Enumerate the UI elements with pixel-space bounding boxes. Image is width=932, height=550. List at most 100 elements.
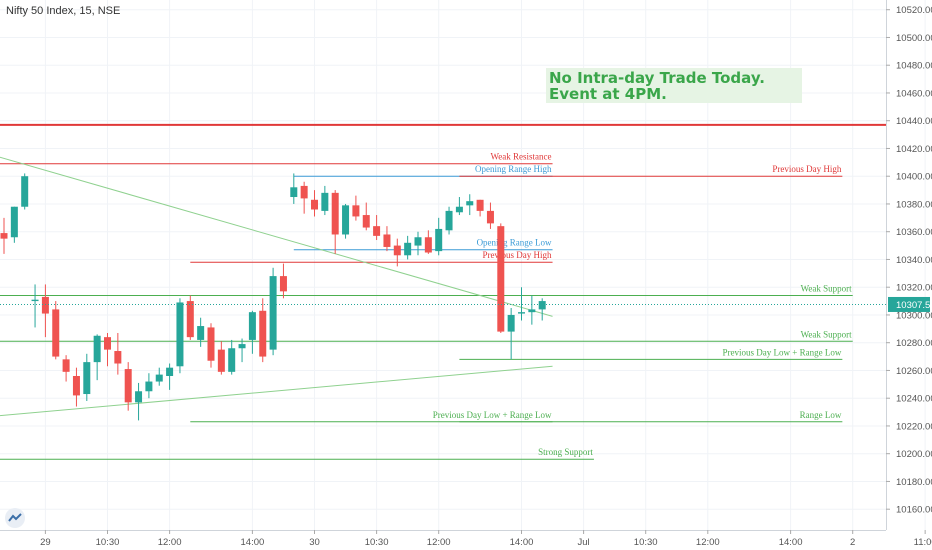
level-label: Previous Day High — [772, 164, 841, 174]
candle-body — [166, 367, 174, 376]
candle-body — [83, 362, 91, 395]
trend-line — [0, 365, 553, 417]
price-tick-label: 10480.00 — [896, 61, 932, 72]
time-tick-label: 30 — [309, 537, 320, 548]
candle-body — [538, 301, 546, 310]
candle-body — [155, 374, 163, 382]
candle-body — [455, 206, 463, 213]
candle-body — [476, 199, 484, 211]
price-tick-label: 10240.00 — [896, 394, 932, 405]
note-annotation: No Intra-day Trade Today. Event at 4PM. — [546, 68, 802, 103]
candle-body — [435, 228, 443, 252]
candle-body — [72, 375, 80, 396]
time-tick-label: 12:00 — [427, 537, 451, 548]
candlestick-series — [0, 173, 886, 421]
candle-body — [373, 226, 381, 236]
price-tick-label: 10400.00 — [896, 172, 932, 183]
price-tick-label: 10520.00 — [896, 5, 932, 16]
level-label: Weak Support — [801, 284, 853, 294]
candle-body — [507, 314, 515, 332]
time-tick-label: 10:30 — [634, 537, 658, 548]
tradingview-logo-icon[interactable] — [5, 508, 25, 528]
price-tick-label: 10360.00 — [896, 227, 932, 238]
candle-body — [0, 233, 8, 239]
candle-body — [248, 312, 256, 340]
candle-body — [404, 242, 412, 256]
candle-body — [424, 237, 432, 253]
time-tick-label: 2 — [850, 537, 855, 548]
time-tick-label: 29 — [40, 537, 51, 548]
price-tick-label: 10260.00 — [896, 366, 932, 377]
candle-body — [176, 302, 184, 367]
level-label: Previous Day High — [483, 250, 552, 260]
time-tick-label: 12:00 — [158, 537, 182, 548]
time-axis[interactable]: 29 10:30 12:00 14:00 30 10:30 12:00 14:00 Jul 10:… — [0, 530, 932, 548]
price-tick-label: 10420.00 — [896, 144, 932, 155]
candle-body — [342, 205, 350, 235]
time-tick-label: 14:00 — [510, 537, 534, 548]
time-tick-label: 14:00 — [241, 537, 265, 548]
level-label: Weak Support — [801, 329, 853, 339]
candle-body — [135, 391, 143, 403]
candle-body — [414, 237, 422, 246]
price-levels: Weak Resistance Opening Range High Previou… — [0, 123, 886, 460]
candle-body — [259, 310, 267, 357]
candle-body — [445, 210, 453, 231]
candle-body — [290, 187, 298, 198]
candle-body — [279, 276, 287, 292]
level-label: Range Low — [800, 410, 842, 420]
price-tick-label: 10460.00 — [896, 88, 932, 99]
level-label: Opening Range High — [475, 164, 552, 174]
level-label: Opening Range Low — [477, 238, 552, 248]
last-price-tag — [888, 296, 930, 312]
price-tick-label: 10500.00 — [896, 33, 932, 44]
price-tick-label: 10200.00 — [896, 449, 932, 460]
level-label: Previous Day Low + Range Low — [433, 410, 552, 420]
candle-body — [124, 369, 132, 403]
candle-body — [362, 215, 370, 228]
time-tick-label: 14:00 — [779, 537, 803, 548]
candle-body — [21, 176, 29, 207]
price-tick-label: 10180.00 — [896, 477, 932, 488]
candle-body — [383, 234, 391, 247]
candle-body — [466, 201, 474, 206]
candle-body — [41, 296, 49, 314]
candle-body — [207, 327, 215, 361]
time-tick-label: 10:30 — [365, 537, 389, 548]
candle-body — [10, 206, 18, 238]
candle-body — [217, 349, 225, 372]
candle-body — [228, 348, 236, 372]
candle-body — [62, 359, 70, 372]
price-tick-label: 10160.00 — [896, 505, 932, 516]
price-axis[interactable]: 10520.00 10500.00 10480.00 10460.00 10440.00… — [886, 0, 932, 530]
price-tick-label: 10300.00 — [896, 310, 932, 321]
candle-body — [497, 226, 505, 332]
candle-body — [104, 337, 111, 350]
candle-body — [486, 210, 494, 224]
candle-body — [52, 309, 60, 357]
time-tick-label: 10:30 — [96, 537, 120, 548]
price-tick-label: 10440.00 — [896, 116, 932, 127]
time-tick-label: 11:00 — [914, 537, 932, 548]
level-label: Weak Resistance — [491, 152, 552, 162]
symbol-title: Nifty 50 Index, 15, NSE — [6, 5, 121, 17]
last-price-label: 10307.55 — [896, 300, 932, 311]
price-tick-label: 10280.00 — [896, 338, 932, 349]
chart-grid — [0, 0, 926, 530]
candle-body — [518, 312, 525, 314]
candle-body — [238, 344, 246, 349]
time-tick-label: Jul — [578, 537, 590, 548]
candle-body — [31, 299, 39, 302]
price-tick-label: 10380.00 — [896, 199, 932, 210]
candle-body — [145, 381, 153, 392]
candle-body — [528, 309, 536, 313]
candle-body — [311, 199, 318, 210]
time-tick-label: 12:00 — [696, 537, 720, 548]
candle-body — [93, 335, 101, 363]
candle-body — [321, 192, 329, 211]
level-label: Strong Support — [538, 447, 593, 457]
level-label: Previous Day Low + Range Low — [723, 347, 842, 357]
candle-body — [186, 301, 194, 338]
price-tick-label: 10320.00 — [896, 283, 932, 294]
